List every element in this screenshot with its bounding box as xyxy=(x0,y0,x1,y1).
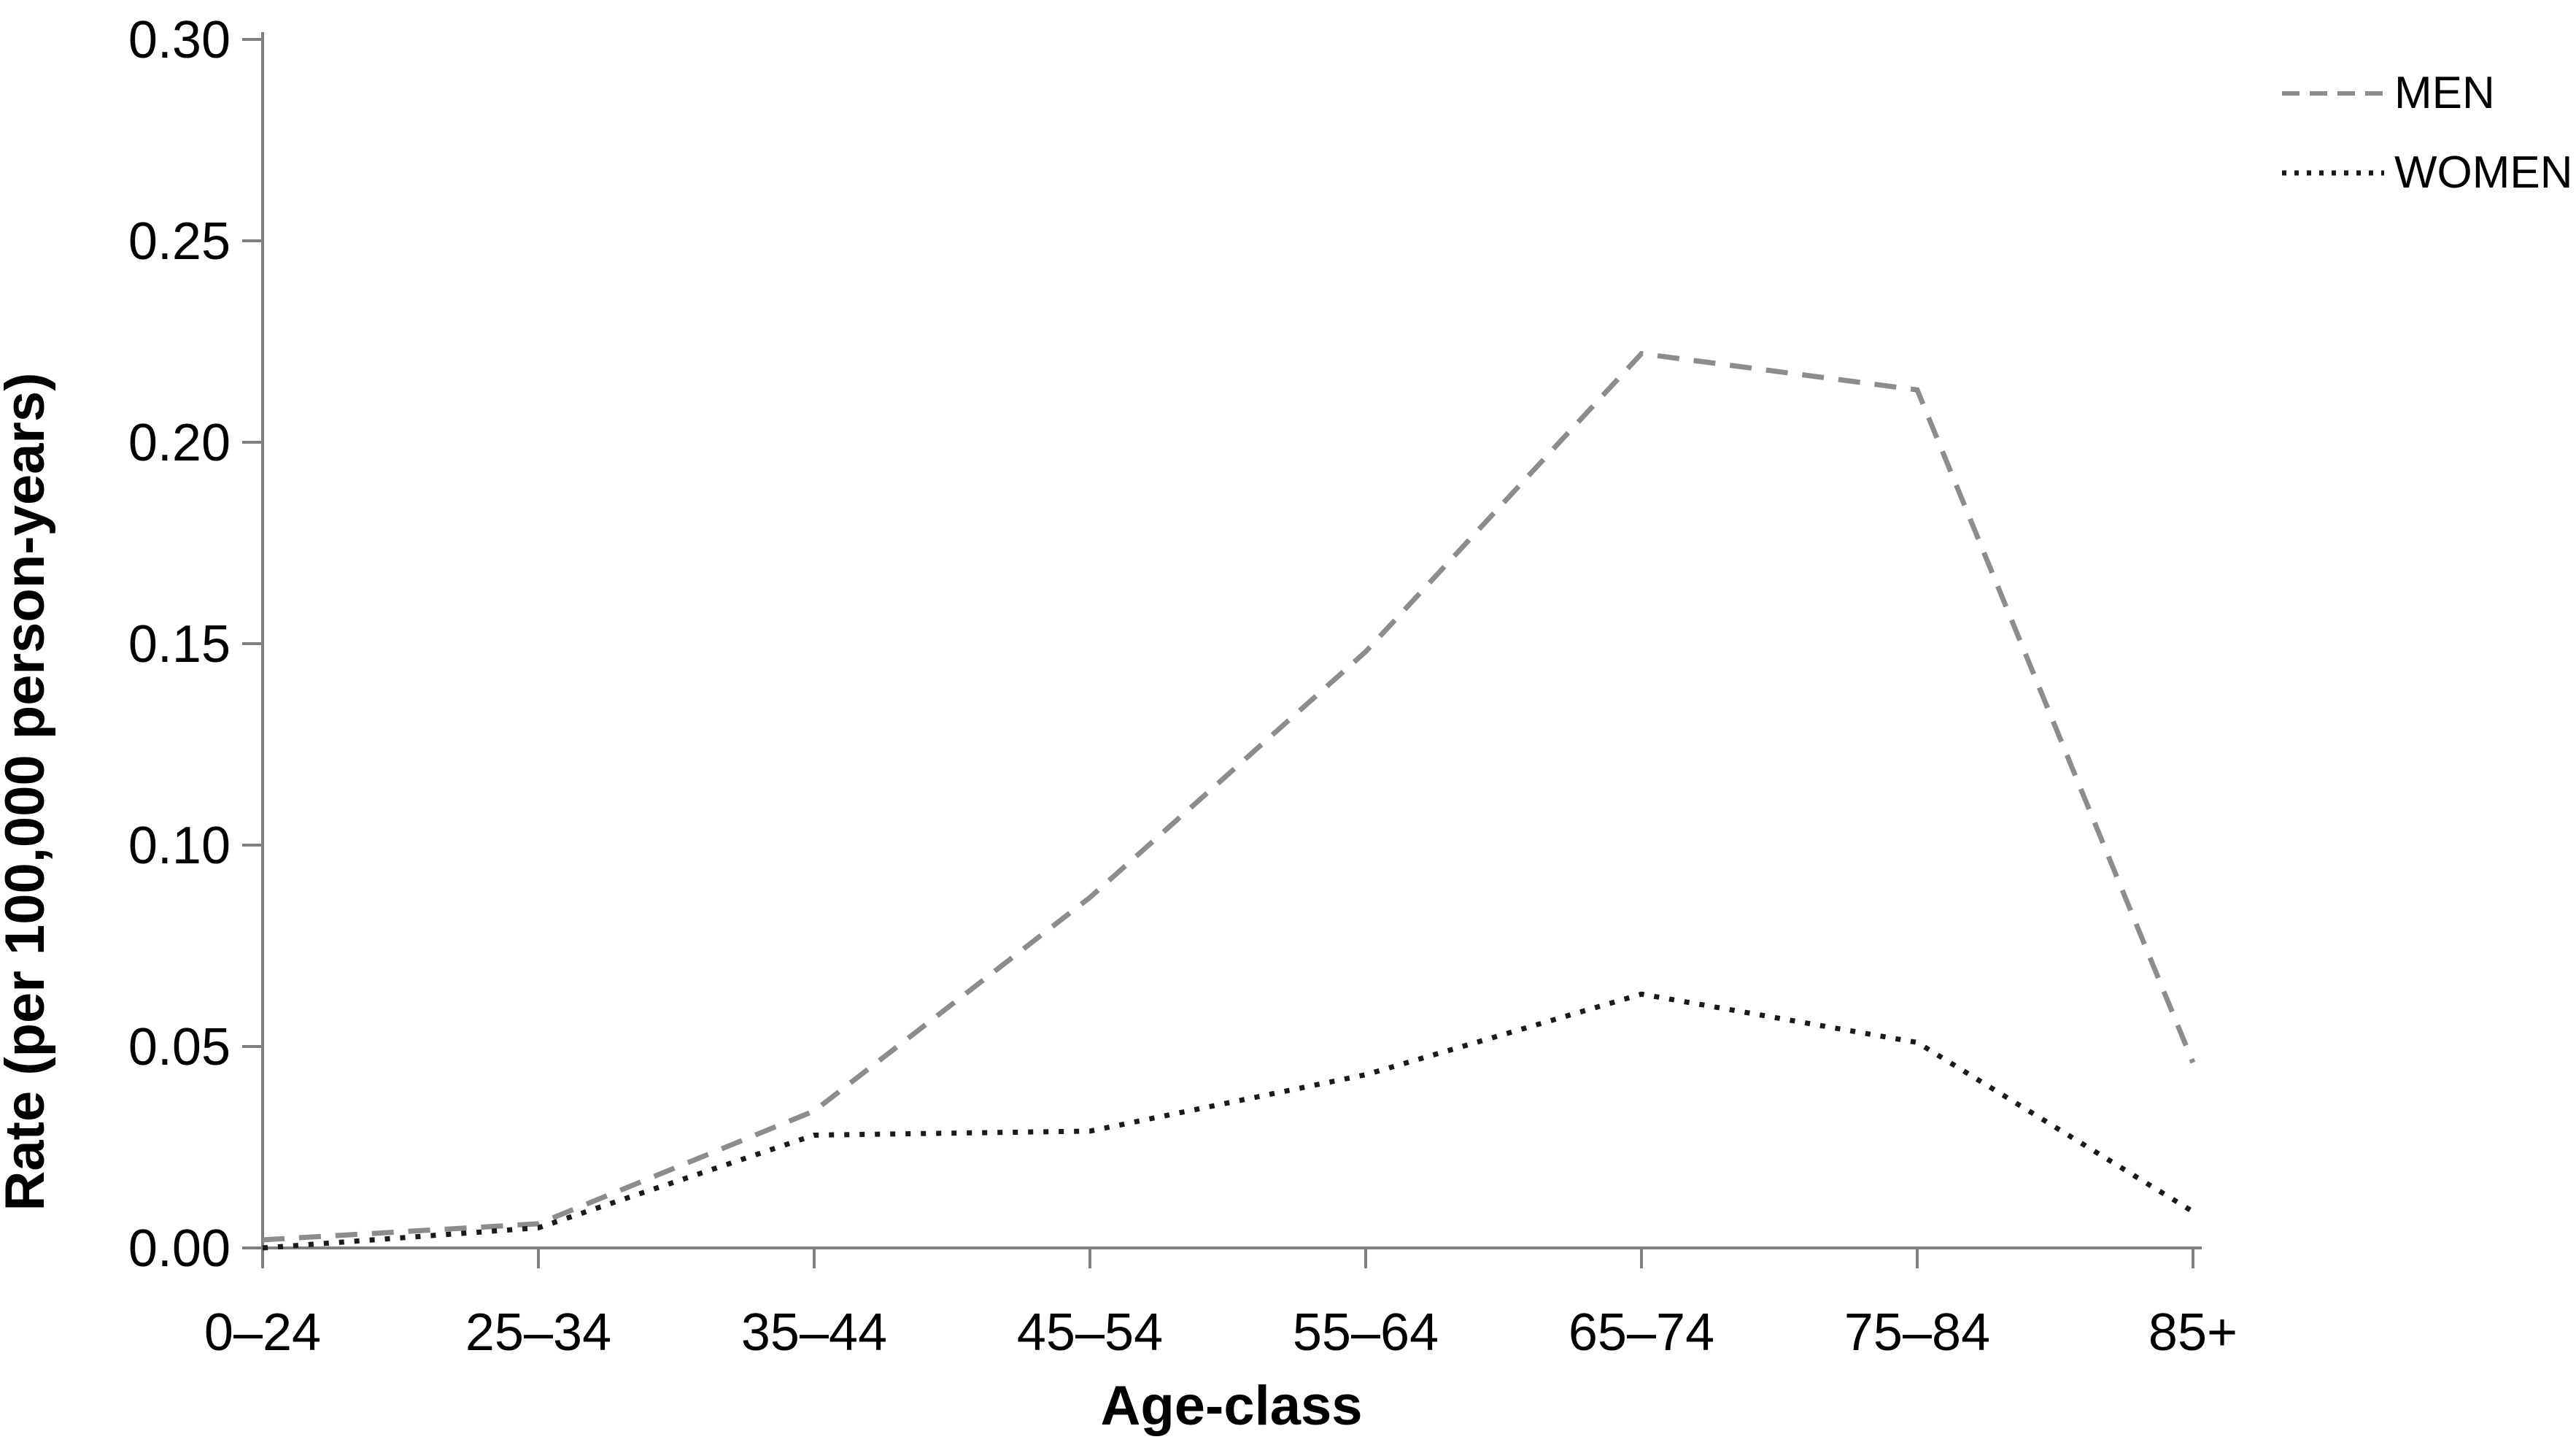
y-tick-label: 0.15 xyxy=(128,615,231,674)
chart-legend: MEN WOMEN xyxy=(2282,67,2573,199)
men-dashed-line-icon xyxy=(2282,90,2384,96)
legend-label-men: MEN xyxy=(2394,68,2495,118)
x-tick-label: 85+ xyxy=(2148,1303,2237,1362)
x-tick-label: 55–64 xyxy=(1293,1303,1439,1362)
legend-item-women: WOMEN xyxy=(2282,147,2573,199)
y-tick-label: 0.25 xyxy=(128,212,231,271)
x-tick-label: 45–54 xyxy=(1017,1303,1163,1362)
y-tick-label: 0.00 xyxy=(128,1219,231,1278)
y-tick-label: 0.10 xyxy=(128,817,231,875)
y-tick-label: 0.05 xyxy=(128,1018,231,1076)
legend-label-women: WOMEN xyxy=(2394,147,2573,198)
y-axis-title: Rate (per 100,000 person-years) xyxy=(0,372,56,1211)
x-tick-label: 65–74 xyxy=(1569,1303,1714,1362)
y-tick-label: 0.30 xyxy=(128,11,231,69)
women-line-series xyxy=(262,991,2194,1251)
x-tick-label: 35–44 xyxy=(741,1303,887,1362)
x-tick-label: 75–84 xyxy=(1844,1303,1990,1362)
legend-item-men: MEN xyxy=(2282,67,2573,119)
x-axis-title: Age-class xyxy=(1100,1375,1362,1437)
x-tick-label: 25–34 xyxy=(465,1303,611,1362)
men-line-series xyxy=(262,350,2196,1243)
y-tick-label: 0.20 xyxy=(128,414,231,472)
axis-tick-labels: 0.00 0.05 0.10 0.15 0.20 0.25 0.30 0–24 25–34 35–… xyxy=(128,11,2237,1362)
axis-ticks xyxy=(242,38,2194,1268)
axes xyxy=(261,32,2202,1249)
series-lines xyxy=(262,350,2196,1251)
x-tick-label: 0–24 xyxy=(204,1303,321,1362)
women-dotted-line-icon xyxy=(2282,170,2384,175)
